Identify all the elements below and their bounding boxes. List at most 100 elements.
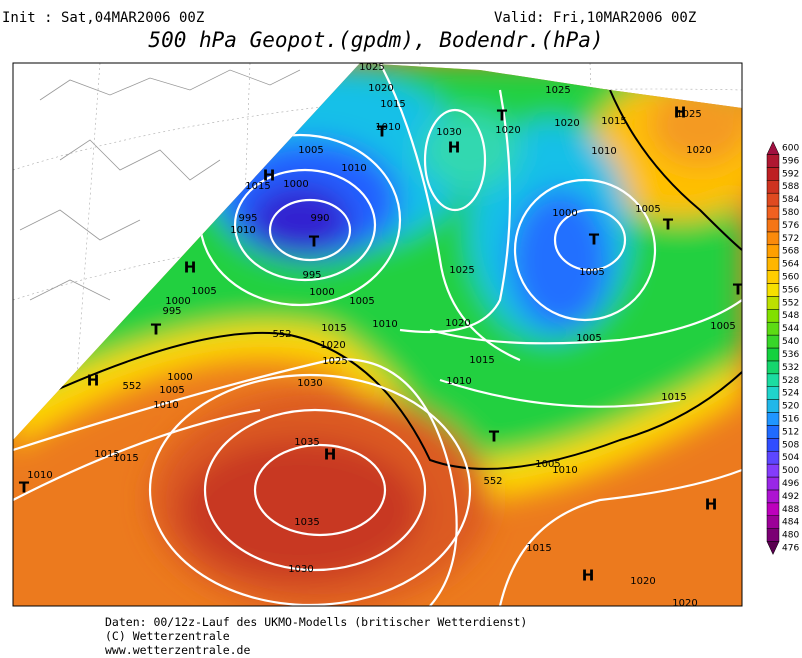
isobar-label: 995 bbox=[162, 306, 181, 317]
pressure-system: T bbox=[377, 123, 388, 141]
isobar-label: 1015 bbox=[245, 181, 270, 192]
coastlines bbox=[19, 69, 301, 301]
isobar-label: 1025 bbox=[359, 62, 384, 73]
isobar-label: 1010 bbox=[446, 376, 471, 387]
isobar-label: 1005 bbox=[349, 296, 374, 307]
scale-label: 540 bbox=[782, 337, 799, 347]
scale-swatch bbox=[766, 309, 780, 323]
scale-label: 480 bbox=[782, 531, 799, 541]
isobar-label: 1015 bbox=[113, 453, 138, 464]
pressure-system: T bbox=[309, 233, 320, 251]
isobar-label: 1005 bbox=[635, 204, 660, 215]
scale-label: 560 bbox=[782, 273, 799, 283]
scale-swatch bbox=[766, 502, 780, 516]
pressure-system: H bbox=[582, 567, 595, 585]
isobar-label: 1025 bbox=[676, 109, 701, 120]
scale-swatch bbox=[766, 541, 780, 556]
scale-label: 552 bbox=[782, 298, 799, 308]
isobar-label: 1000 bbox=[552, 208, 577, 219]
scale-swatch bbox=[766, 257, 780, 271]
isobar-label: 1015 bbox=[601, 116, 626, 127]
scale-label: 508 bbox=[782, 440, 799, 450]
scale-swatch bbox=[766, 180, 780, 194]
pressure-system: H bbox=[324, 446, 337, 464]
pressure-system: H bbox=[705, 496, 718, 514]
isobar-label: 552 bbox=[483, 476, 502, 487]
isobar-label: 1030 bbox=[436, 127, 461, 138]
pressure-system: T bbox=[489, 428, 500, 446]
isobar-label: 1010 bbox=[552, 465, 577, 476]
pressure-system: T bbox=[663, 216, 674, 234]
isobar-label: 1015 bbox=[94, 449, 119, 460]
isobar-label: 1000 bbox=[309, 287, 334, 298]
init-time: Init : Sat,04MAR2006 00Z bbox=[2, 10, 204, 26]
isobar-label: 1005 bbox=[579, 267, 604, 278]
scale-label: 520 bbox=[782, 402, 799, 412]
isobar-label: 1010 bbox=[372, 319, 397, 330]
scale-swatch bbox=[766, 373, 780, 387]
isobar-label: 552 bbox=[122, 381, 141, 392]
scale-label: 584 bbox=[782, 195, 799, 205]
scale-label: 588 bbox=[782, 182, 799, 192]
isobar-label: 1005 bbox=[159, 385, 184, 396]
isobar-label: 1025 bbox=[322, 356, 347, 367]
scale-label: 524 bbox=[782, 389, 799, 399]
isobar-label: 1035 bbox=[294, 437, 319, 448]
scale-swatch bbox=[766, 515, 780, 529]
scale-label: 504 bbox=[782, 453, 799, 463]
isobar-label: 995 bbox=[238, 213, 257, 224]
isobar-label: 1020 bbox=[368, 83, 393, 94]
scale-label: 516 bbox=[782, 414, 799, 424]
scale-label: 536 bbox=[782, 350, 799, 360]
isobar-label: 1000 bbox=[167, 372, 192, 383]
footer-url: www.wetterzentrale.de bbox=[105, 643, 250, 657]
isobar-label: 1020 bbox=[445, 318, 470, 329]
scale-label: 528 bbox=[782, 376, 799, 386]
scale-label: 500 bbox=[782, 466, 799, 476]
scale-swatch bbox=[766, 528, 780, 542]
isobar-label: 1000 bbox=[283, 179, 308, 190]
pressure-system: H bbox=[674, 104, 687, 122]
scale-swatch bbox=[766, 244, 780, 258]
footer-copyright: (C) Wetterzentrale bbox=[105, 629, 230, 643]
scale-swatch bbox=[766, 296, 780, 310]
scale-swatch bbox=[766, 450, 780, 465]
valid-time: Valid: Fri,10MAR2006 00Z bbox=[494, 10, 696, 26]
scale-swatch bbox=[766, 386, 780, 400]
isobar-label: 1020 bbox=[630, 576, 655, 587]
pressure-system: H bbox=[184, 259, 197, 277]
scale-label: 512 bbox=[782, 427, 799, 437]
isobar-label: 1030 bbox=[288, 564, 313, 575]
isobar-label: 1015 bbox=[380, 99, 405, 110]
scale-swatch bbox=[766, 140, 780, 155]
isobar-label: 1015 bbox=[321, 323, 346, 334]
scale-swatch bbox=[766, 270, 780, 284]
scale-swatch bbox=[766, 205, 780, 220]
map-title: 500 hPa Geopot.(gpdm), Bodendr.(hPa) bbox=[148, 28, 603, 52]
pressure-system: T bbox=[497, 107, 508, 125]
scale-swatch bbox=[766, 334, 780, 349]
scale-swatch bbox=[766, 438, 780, 452]
isobar-label: 1015 bbox=[526, 543, 551, 554]
footer-source: Daten: 00/12z-Lauf des UKMO-Modells (bri… bbox=[105, 615, 527, 629]
scale-swatch bbox=[766, 360, 780, 375]
scale-swatch bbox=[766, 489, 780, 504]
scale-swatch bbox=[766, 231, 780, 246]
isobar-label: 1020 bbox=[686, 145, 711, 156]
isobar-label: 1020 bbox=[554, 118, 579, 129]
scale-label: 600 bbox=[782, 144, 799, 154]
scale-label: 476 bbox=[782, 544, 799, 554]
isobar-label: 1010 bbox=[27, 470, 52, 481]
isobar-label: 995 bbox=[302, 270, 321, 281]
isobar-label: 1010 bbox=[375, 122, 400, 133]
scale-label: 576 bbox=[782, 221, 799, 231]
scale-swatch bbox=[766, 154, 780, 168]
scale-label: 496 bbox=[782, 479, 799, 489]
isobar-label: 1005 bbox=[535, 459, 560, 470]
isobar-label: 552 bbox=[272, 329, 291, 340]
scale-label: 568 bbox=[782, 247, 799, 257]
scale-label: 492 bbox=[782, 492, 799, 502]
